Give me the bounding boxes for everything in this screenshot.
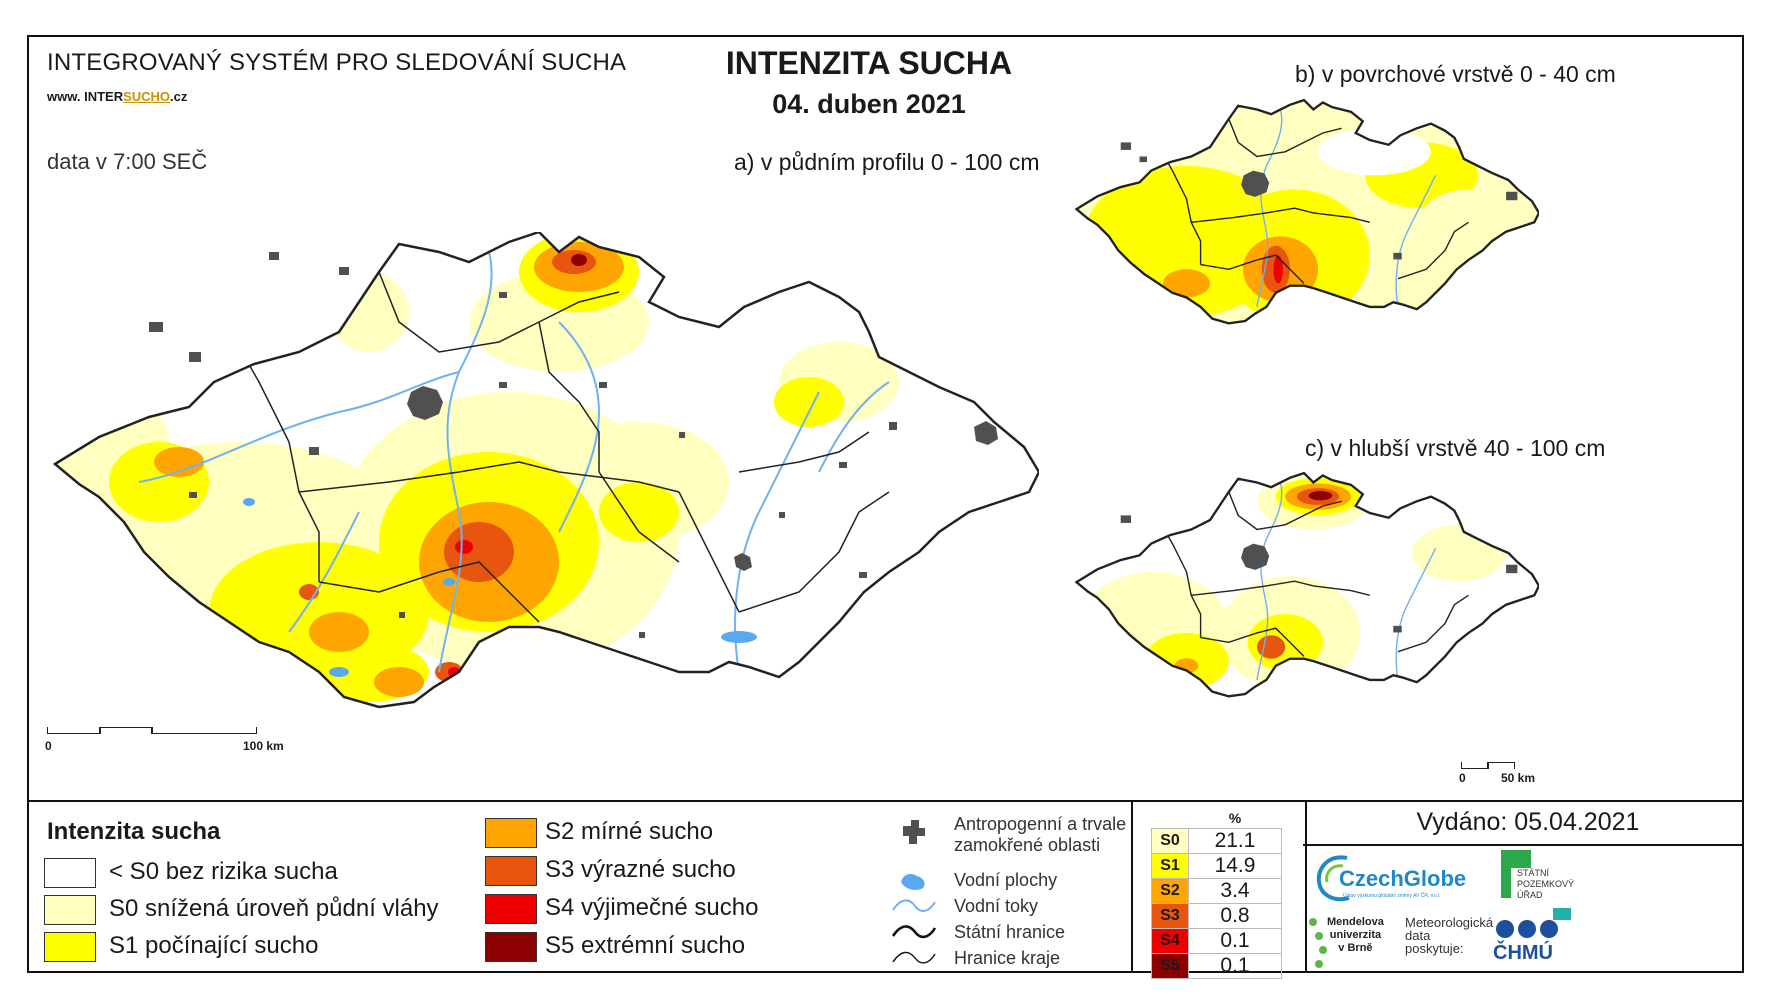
map-title: INTENZITA SUCHA <box>725 45 1013 81</box>
state-border-icon <box>891 925 937 939</box>
scale-zero-label: 0 <box>45 739 52 753</box>
table-row: S1 14.9 <box>1151 853 1282 879</box>
table-row: S4 0.1 <box>1151 928 1282 954</box>
map-date: 04. duben 2021 <box>772 89 966 119</box>
stats-value-s0: 21.1 <box>1188 828 1282 854</box>
drought-stats-table: % S0 21.1 S1 14.9 S2 3.4 S3 0.8 S4 0.1 S5 0.1 <box>1131 802 1307 979</box>
spu-logo-text: STÁTNÍ POZEMKOVÝ ÚŘAD <box>1517 868 1575 900</box>
scale-small-end-label: 50 km <box>1501 771 1536 785</box>
czechglobe-logo-text: CzechGlobe <box>1339 866 1467 891</box>
legend-swatch-s4 <box>485 894 537 924</box>
surface-layer-map <box>1075 98 1539 325</box>
system-title: INTEGROVANÝ SYSTÉM PRO SLEDOVÁNÍ SUCHA <box>47 49 627 76</box>
map-c-label: c) v hlubší vrstvě 40 - 100 cm <box>1305 435 1606 461</box>
stats-class-s5: S5 <box>1151 953 1189 979</box>
map-b-label: b) v povrchové vrstvě 0 - 40 cm <box>1295 61 1616 87</box>
deep-layer-map <box>1075 471 1539 698</box>
legend-label-water: Vodní plochy <box>954 870 1058 890</box>
stats-value-s5: 0.1 <box>1188 953 1282 979</box>
legend-label-region-border: Hranice kraje <box>954 948 1061 968</box>
data-time-note: data v 7:00 SEČ <box>47 149 208 174</box>
table-row: S3 0.8 <box>1151 903 1282 929</box>
region-border-icon <box>892 951 936 964</box>
legend-title: Intenzita sucha <box>47 818 221 845</box>
legend-label-state-border: Státní hranice <box>954 922 1066 942</box>
water-body-icon <box>901 874 925 890</box>
urban-area-icon <box>903 820 925 844</box>
stats-value-s3: 0.8 <box>1188 903 1282 929</box>
scale-end-label: 100 km <box>243 739 284 753</box>
czechglobe-logo-icon <box>1316 855 1350 902</box>
legend-swatch-s0 <box>44 895 96 925</box>
legend-label-s4: S4 výjimečné sucho <box>545 894 759 921</box>
stats-class-s4: S4 <box>1151 928 1189 954</box>
legend-label-s3: S3 výrazné sucho <box>545 856 736 883</box>
spu-logo-icon <box>1501 850 1571 920</box>
table-row: S2 3.4 <box>1151 878 1282 904</box>
map-sheet: INTEGROVANÝ SYSTÉM PRO SLEDOVÁNÍ SUCHA w… <box>27 35 1744 979</box>
table-row: S5 0.1 <box>1151 953 1282 979</box>
issued-date: Vydáno: 05.04.2021 <box>1416 808 1640 836</box>
czechglobe-logo-sub: Ústav výzkumu globální změny AV ČR, v.v.… <box>1343 893 1441 899</box>
mendelu-logo-text: Mendelova univerzita v Brně <box>1327 916 1384 954</box>
legend-swatch-s3 <box>485 856 537 886</box>
legend-label-urban: Antropogenní a trvale zamokřené oblasti <box>954 814 1127 855</box>
legend-label-none: < S0 bez rizika sucha <box>109 858 338 885</box>
stats-class-s2: S2 <box>1151 878 1189 904</box>
website-link[interactable]: www. INTERSUCHO.cz <box>47 89 188 104</box>
stats-value-s1: 14.9 <box>1188 853 1282 879</box>
legend-swatch-s2 <box>485 818 537 848</box>
legend-label-s5: S5 extrémní sucho <box>545 932 746 959</box>
scale-bar-main: 0 100 km <box>45 727 307 767</box>
legend-swatch-s5 <box>485 932 537 962</box>
stats-value-s2: 3.4 <box>1188 878 1282 904</box>
stats-value-s4: 0.1 <box>1188 928 1282 954</box>
legend-label-river: Vodní toky <box>954 896 1039 916</box>
meteo-label: Meteorologická data poskytuje: <box>1405 915 1494 956</box>
river-icon <box>892 899 936 912</box>
stats-unit: % <box>1228 810 1242 826</box>
legend-label-s1: S1 počínající sucho <box>109 932 319 959</box>
mendelu-logo-icon <box>1309 918 1327 968</box>
stats-class-s0: S0 <box>1151 828 1189 854</box>
map-a-label: a) v půdním profilu 0 - 100 cm <box>734 149 1040 175</box>
partner-logos: CzechGlobe Ústav výzkumu globální změny … <box>1303 844 1742 975</box>
legend-panel: Intenzita sucha < S0 bez rizika sucha S0… <box>29 800 1742 979</box>
stats-class-s1: S1 <box>1151 853 1189 879</box>
stats-class-s3: S3 <box>1151 903 1189 929</box>
chmu-logo-icon <box>1496 920 1558 938</box>
main-drought-map <box>53 232 1039 709</box>
legend-label-s2: S2 mírné sucho <box>545 818 714 845</box>
scale-small-zero-label: 0 <box>1459 771 1466 785</box>
map-panel: INTEGROVANÝ SYSTÉM PRO SLEDOVÁNÍ SUCHA w… <box>29 37 1742 800</box>
legend-swatch-none <box>44 858 96 888</box>
legend-swatch-s1 <box>44 932 96 962</box>
table-row: S0 21.1 <box>1151 828 1282 854</box>
chmu-logo-text: ČHMÚ <box>1493 942 1553 964</box>
legend-label-s0: S0 snížená úroveň půdní vláhy <box>109 895 439 922</box>
scale-bar-small: 0 50 km <box>1459 762 1589 792</box>
